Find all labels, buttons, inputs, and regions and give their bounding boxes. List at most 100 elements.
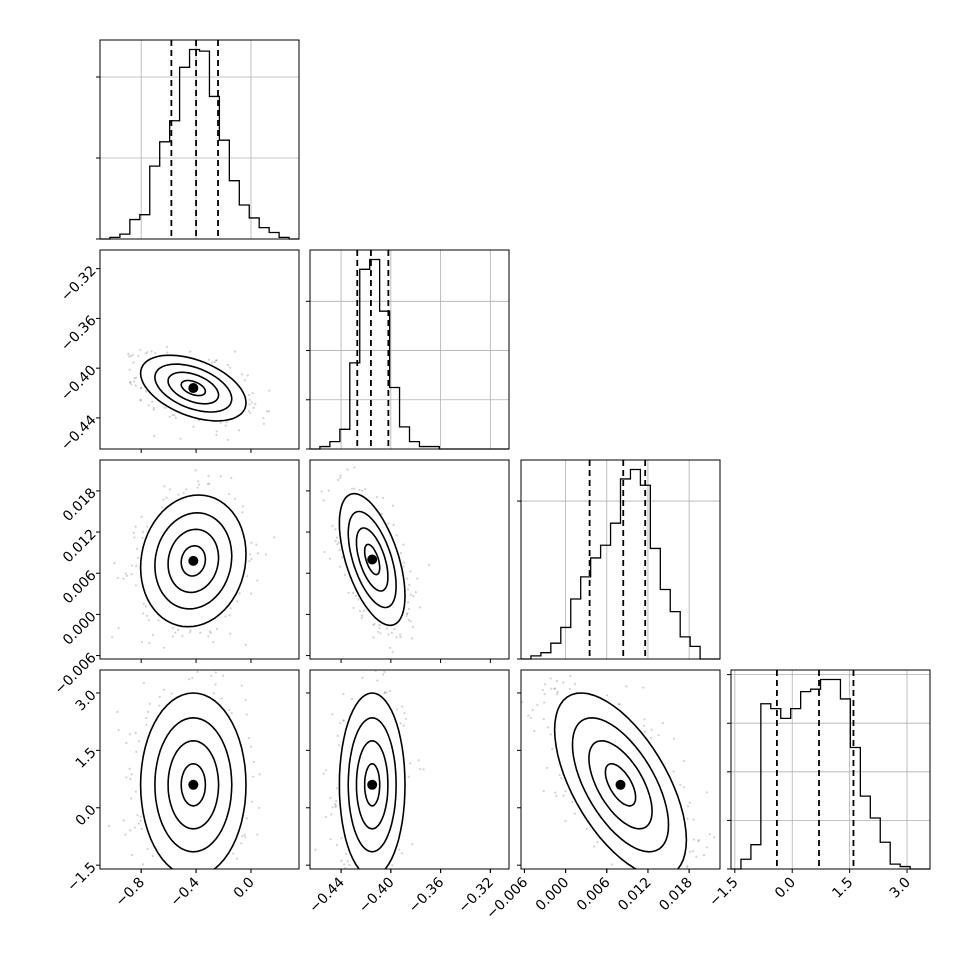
sample-point xyxy=(197,419,201,422)
sample-point xyxy=(375,496,378,499)
sample-point xyxy=(357,598,360,601)
sample-point xyxy=(150,350,153,353)
sample-point xyxy=(346,859,349,863)
sample-point xyxy=(122,577,125,580)
panel-frame xyxy=(730,669,931,870)
panel-contents xyxy=(107,661,261,903)
sample-point xyxy=(408,583,411,587)
sample-point xyxy=(142,612,145,615)
sample-point xyxy=(549,733,552,736)
sample-point xyxy=(650,728,653,731)
sample-point xyxy=(331,525,334,528)
sample-point xyxy=(220,697,223,700)
sample-point xyxy=(343,573,347,576)
sample-point xyxy=(402,561,405,564)
sample-point xyxy=(250,800,253,803)
sample-point xyxy=(129,381,132,384)
sample-point xyxy=(227,708,231,711)
sample-point xyxy=(171,635,174,638)
sample-point xyxy=(348,864,351,867)
sample-point xyxy=(229,607,232,610)
sample-point xyxy=(142,602,145,605)
sample-point xyxy=(139,348,142,352)
x-tick-label: −0.4 xyxy=(168,874,203,909)
sample-point xyxy=(350,870,352,872)
sample-point xyxy=(350,487,353,490)
sample-point xyxy=(408,607,411,611)
density-contour-1 xyxy=(347,716,397,853)
sample-point xyxy=(218,889,220,891)
sample-point xyxy=(342,719,345,722)
sample-point xyxy=(256,579,259,582)
sample-point xyxy=(521,700,524,704)
sample-point xyxy=(362,609,365,613)
sample-point xyxy=(171,627,174,630)
sample-point xyxy=(214,359,218,362)
density-contour-1 xyxy=(154,511,233,610)
panel-frame xyxy=(99,459,300,660)
sample-point xyxy=(219,421,222,424)
sample-point xyxy=(573,682,577,686)
sample-point xyxy=(212,641,215,644)
sample-point xyxy=(247,737,250,740)
sample-point xyxy=(322,772,325,775)
sample-point xyxy=(625,685,628,688)
sample-point xyxy=(361,676,364,679)
sample-point xyxy=(353,487,356,490)
x-tick-label: 0.018 xyxy=(656,875,696,915)
sample-point xyxy=(333,802,337,806)
sample-point xyxy=(186,661,188,663)
sample-point xyxy=(341,556,344,559)
sample-point xyxy=(136,556,140,559)
sample-point xyxy=(428,563,431,567)
sample-point xyxy=(611,863,614,866)
sample-point xyxy=(244,836,247,839)
sample-point xyxy=(399,875,401,877)
sample-point xyxy=(355,594,358,597)
sample-point xyxy=(116,576,119,580)
sample-point xyxy=(134,790,137,793)
sample-point xyxy=(342,719,346,722)
sample-point xyxy=(373,622,376,626)
sample-point xyxy=(185,667,187,669)
sample-point xyxy=(407,775,410,778)
sample-point xyxy=(338,549,341,552)
sample-point xyxy=(135,564,138,568)
sample-point xyxy=(171,413,174,417)
panel-frame xyxy=(309,669,510,870)
sample-point xyxy=(339,476,342,479)
sample-point xyxy=(164,406,167,409)
sample-point xyxy=(339,474,342,477)
sample-point xyxy=(243,833,246,836)
sample-point xyxy=(117,729,120,732)
sample-point xyxy=(339,721,342,725)
histogram-panel-3 xyxy=(727,669,931,870)
panel-contents xyxy=(521,670,716,876)
sample-point xyxy=(325,769,328,772)
sample-point xyxy=(542,718,545,721)
scatter-panel-1-2 xyxy=(306,459,510,663)
sample-point xyxy=(342,692,345,696)
sample-point xyxy=(605,694,609,697)
x-tick-label: 0.0 xyxy=(231,875,258,902)
sample-point xyxy=(334,528,337,531)
sample-point xyxy=(327,489,330,492)
sample-point xyxy=(395,636,398,639)
sample-point xyxy=(338,565,341,568)
sample-point xyxy=(541,688,544,692)
panel-contents xyxy=(111,469,276,649)
sample-point xyxy=(160,901,162,903)
sample-point xyxy=(411,625,415,628)
sample-point xyxy=(124,572,127,575)
sample-point xyxy=(391,504,395,507)
density-contour-2 xyxy=(167,371,220,405)
sample-point xyxy=(414,591,417,594)
sample-point xyxy=(139,815,142,818)
sample-point xyxy=(130,383,133,386)
sample-point xyxy=(229,632,232,635)
sample-point xyxy=(360,616,363,619)
sample-point xyxy=(688,874,690,876)
sample-point xyxy=(527,714,530,717)
histogram-line xyxy=(310,258,509,450)
